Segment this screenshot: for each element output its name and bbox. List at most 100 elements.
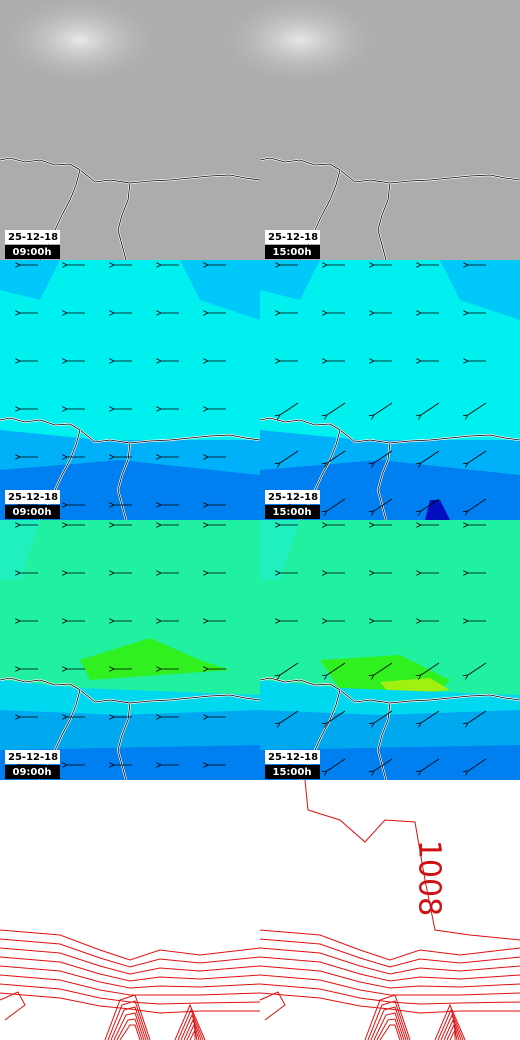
date-box bbox=[265, 230, 320, 244]
coastline bbox=[0, 417, 261, 444]
time-label: 09:00h bbox=[13, 767, 52, 778]
isobar bbox=[259, 965, 520, 989]
time-label: 15:00h bbox=[273, 767, 312, 778]
isobar bbox=[449, 1029, 456, 1040]
isobar bbox=[304, 779, 520, 941]
wind-arrow bbox=[327, 498, 346, 511]
isobar bbox=[446, 1023, 458, 1040]
map-panel: 25-12-18 15:00h bbox=[259, 260, 520, 521]
isobar bbox=[373, 1012, 405, 1040]
isobar bbox=[259, 956, 520, 982]
wind-arrow bbox=[374, 758, 393, 771]
isobar bbox=[180, 1013, 202, 1040]
isobar bbox=[174, 1003, 206, 1040]
time-box bbox=[265, 505, 320, 519]
isobar bbox=[116, 1018, 143, 1040]
wind-zone bbox=[0, 520, 40, 580]
isobar bbox=[364, 994, 411, 1040]
wind-arrow bbox=[421, 498, 440, 511]
isobar bbox=[0, 938, 261, 968]
coastline bbox=[259, 417, 520, 444]
time-label: 15:00h bbox=[273, 247, 312, 258]
time-box bbox=[5, 505, 60, 519]
isobar bbox=[437, 1008, 464, 1040]
isobar bbox=[259, 974, 520, 996]
wind-arrow bbox=[374, 710, 393, 723]
date-box bbox=[5, 490, 60, 504]
isobar bbox=[259, 991, 286, 1021]
isobar bbox=[259, 983, 520, 1005]
isobar bbox=[0, 965, 261, 989]
panel-background bbox=[260, 780, 520, 1040]
wind-arrow bbox=[468, 710, 487, 723]
wind-arrow bbox=[327, 710, 346, 723]
map-panel: 25-12-18 09:00h bbox=[0, 520, 261, 781]
isobar bbox=[0, 991, 26, 1021]
map-panel: 25-12-18 15:00h bbox=[210, 0, 520, 261]
wind-arrow bbox=[280, 710, 299, 723]
isobar bbox=[259, 929, 520, 961]
time-box bbox=[5, 245, 60, 259]
isobar bbox=[259, 947, 520, 975]
isobar bbox=[183, 1018, 200, 1040]
wind-arrow bbox=[421, 758, 440, 771]
wind-arrow bbox=[327, 758, 346, 771]
isobar bbox=[0, 929, 261, 961]
wind-arrow bbox=[468, 402, 487, 415]
coastline bbox=[0, 677, 261, 704]
wind-arrow bbox=[421, 662, 440, 675]
time-box bbox=[5, 765, 60, 779]
isobar bbox=[434, 1003, 466, 1040]
wind-arrow bbox=[374, 450, 393, 463]
date-label: 25-12-18 bbox=[268, 492, 318, 503]
isobar bbox=[0, 992, 260, 1014]
isobar-panel bbox=[0, 780, 261, 1040]
isobar bbox=[189, 1029, 196, 1040]
wind-zone bbox=[260, 520, 300, 580]
wind-arrow bbox=[280, 402, 299, 415]
isobar bbox=[186, 1023, 198, 1040]
isobar bbox=[443, 1018, 460, 1040]
isobar bbox=[0, 947, 261, 975]
date-box bbox=[5, 230, 60, 244]
isobar bbox=[104, 994, 151, 1040]
isobar-label: 1008 bbox=[412, 840, 447, 916]
wind-arrow bbox=[374, 498, 393, 511]
coastline bbox=[259, 677, 520, 704]
isobar bbox=[259, 992, 520, 1014]
coastline bbox=[377, 702, 391, 781]
coastline bbox=[117, 182, 131, 261]
wind-zone bbox=[260, 460, 520, 520]
wind-arrow bbox=[468, 662, 487, 675]
isobar bbox=[440, 1013, 462, 1040]
wind-arrow bbox=[280, 450, 299, 463]
time-box bbox=[265, 245, 320, 259]
time-label: 15:00h bbox=[273, 507, 312, 518]
coastline bbox=[0, 157, 261, 184]
time-label: 09:00h bbox=[13, 507, 52, 518]
isobar bbox=[177, 1008, 204, 1040]
isobar bbox=[119, 1024, 141, 1040]
wind-zone bbox=[0, 745, 260, 780]
wind-zone bbox=[80, 638, 230, 680]
isobar bbox=[370, 1006, 407, 1040]
map-panel: 25-12-18 15:00h bbox=[259, 520, 520, 781]
cloud bbox=[210, 0, 390, 90]
wind-arrow bbox=[468, 450, 487, 463]
coastline bbox=[377, 182, 391, 261]
coastline bbox=[377, 442, 391, 521]
isobar bbox=[259, 938, 520, 968]
isobar bbox=[367, 1000, 409, 1040]
time-box bbox=[265, 765, 320, 779]
isobar bbox=[107, 1000, 149, 1040]
cloud bbox=[0, 0, 170, 90]
wind-arrow bbox=[421, 402, 440, 415]
coastline bbox=[259, 157, 520, 184]
isobar bbox=[0, 974, 261, 996]
wind-arrow bbox=[374, 662, 393, 675]
wind-arrow bbox=[421, 450, 440, 463]
isobar bbox=[376, 1018, 403, 1040]
panel-background bbox=[0, 780, 260, 1040]
wind-arrow bbox=[327, 450, 346, 463]
